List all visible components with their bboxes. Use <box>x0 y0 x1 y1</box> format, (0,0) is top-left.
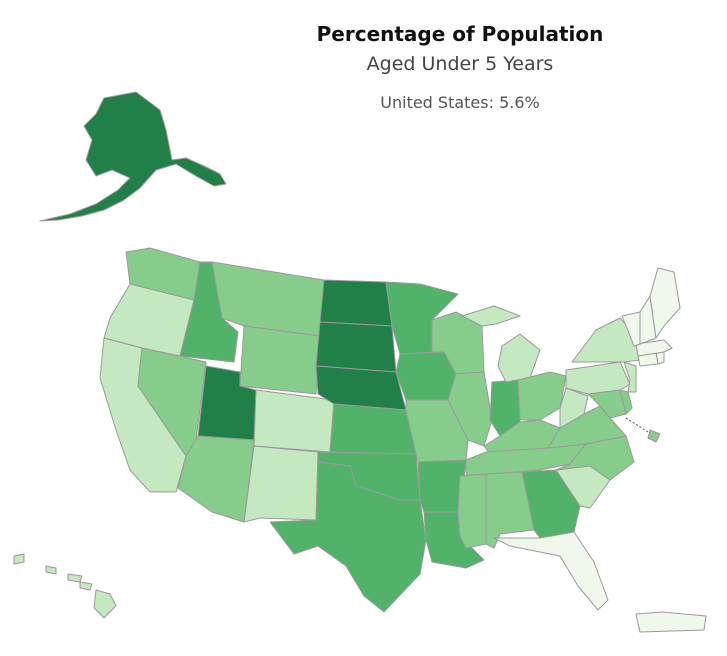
state-tx[interactable] <box>269 461 427 613</box>
state-pa[interactable] <box>565 361 631 395</box>
state-me[interactable] <box>649 267 681 339</box>
state-dc[interactable] <box>647 429 661 443</box>
state-ms[interactable] <box>457 473 487 549</box>
state-co[interactable] <box>253 389 335 453</box>
national-average-label: United States: 5.6% <box>380 93 540 112</box>
state-nd[interactable] <box>319 279 393 327</box>
state-ma[interactable] <box>635 339 673 357</box>
state-hi[interactable] <box>13 553 117 619</box>
state-fl[interactable] <box>493 531 609 611</box>
map-title: Percentage of Population <box>316 22 604 46</box>
state-ks[interactable] <box>329 403 417 455</box>
state-nm[interactable] <box>243 445 319 523</box>
state-ak[interactable] <box>39 91 227 222</box>
state-pr[interactable] <box>635 611 707 633</box>
state-oh[interactable] <box>517 371 567 421</box>
state-sd[interactable] <box>315 321 397 373</box>
state-ri[interactable] <box>655 351 665 365</box>
state-de[interactable] <box>619 389 633 415</box>
state-nj[interactable] <box>623 361 637 393</box>
state-wy[interactable] <box>239 325 321 395</box>
map-subtitle: Aged Under 5 Years <box>366 53 554 75</box>
state-wv[interactable] <box>559 387 589 429</box>
state-ia[interactable] <box>395 351 457 401</box>
